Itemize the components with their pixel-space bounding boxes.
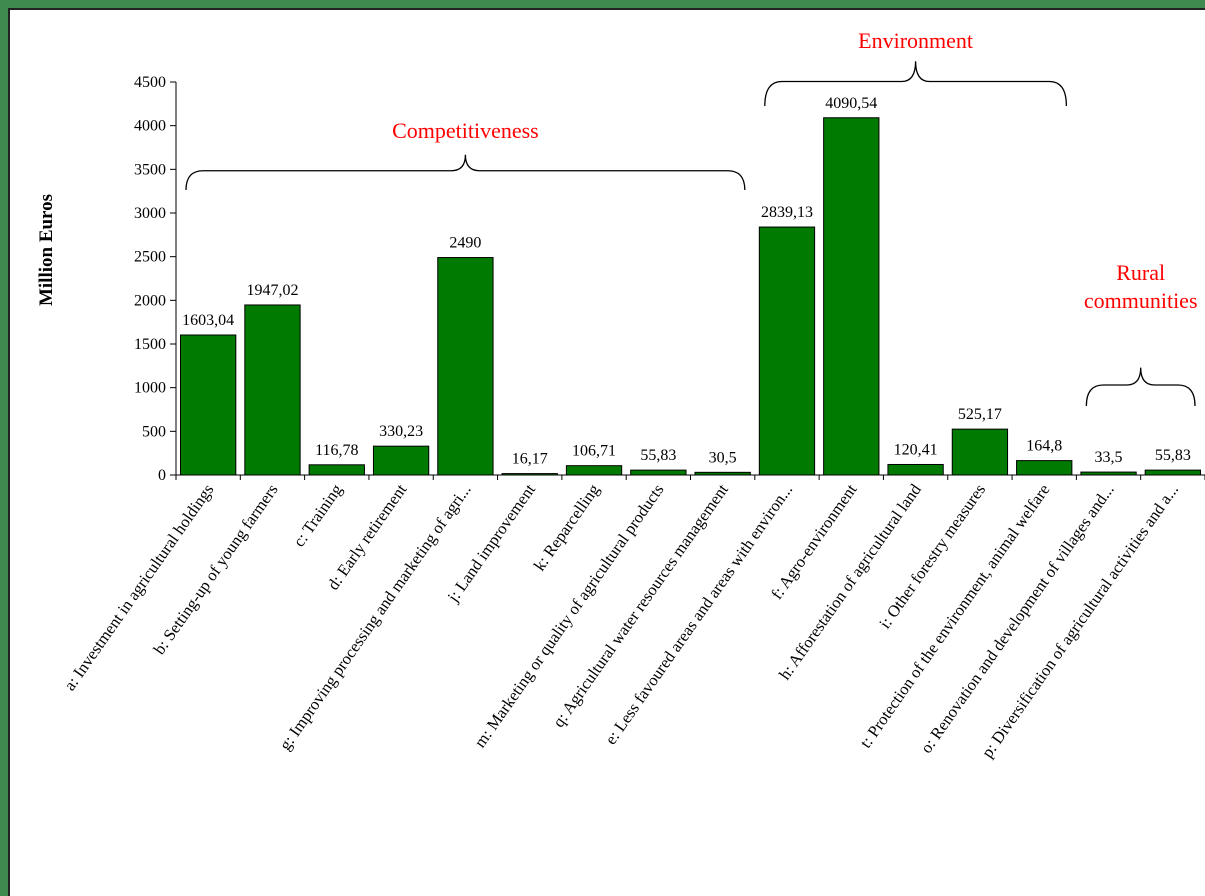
y-tick-label: 3000 [134,205,166,222]
bar [372,445,430,476]
bar [823,117,880,476]
bar [244,304,301,476]
y-tick-label: 1000 [134,380,166,397]
y-axis-label: Million Euros [36,194,57,306]
data-label: 330,23 [379,423,423,440]
data-label: 30,5 [709,449,737,466]
group-label: Rural [1116,260,1165,285]
data-label: 2490 [449,235,481,252]
bar [1144,469,1201,476]
y-tick-label: 500 [142,423,166,440]
data-label: 106,71 [572,443,616,460]
category-label: c: Training [289,480,346,550]
data-label: 16,17 [512,451,548,468]
data-label: 33,5 [1095,449,1123,466]
group-label: communities [1084,288,1198,313]
chart-frame: Million Euros 0 500 1000 1500 2000 2500 3000 35… [8,8,1205,896]
bar [308,464,365,476]
y-tick-label: 4500 [134,74,166,91]
bar [887,463,944,476]
bar [630,469,687,476]
bar [1016,460,1073,476]
data-label: 1947,02 [246,282,298,299]
data-label: 120,41 [894,441,938,458]
bar [951,428,1009,476]
y-tick-label: 1500 [134,336,166,353]
data-label: 164,8 [1026,438,1062,455]
bar [1080,471,1137,476]
bar [437,257,494,476]
data-label: 55,83 [640,447,676,464]
data-label: 4090,54 [825,95,877,112]
group-brace [764,61,1068,107]
bar [501,473,558,476]
y-tick-label: 4000 [134,118,166,135]
y-tick-label: 0 [158,467,166,484]
category-label: b: Setting-up of young farmers [149,480,281,658]
bar [565,465,623,476]
bar [180,334,237,476]
y-tick-label: 3500 [134,161,166,178]
data-label: 2839,13 [761,204,813,221]
data-label: 1603,04 [182,312,234,329]
group-brace [185,154,746,191]
bar [694,471,751,476]
y-tick-label: 2000 [134,292,166,309]
data-label: 116,78 [315,442,358,459]
bar [758,226,816,476]
category-label: k: Reparcelling [530,480,604,574]
data-label: 525,17 [958,406,1002,423]
group-label: Competitiveness [392,118,539,143]
y-tick-label: 2500 [134,249,166,266]
data-label: 55,83 [1155,447,1191,464]
group-label: Environment [858,28,973,53]
bar-chart: Million Euros 0 500 1000 1500 2000 2500 3000 35… [36,28,1205,761]
group-brace [1085,367,1196,407]
